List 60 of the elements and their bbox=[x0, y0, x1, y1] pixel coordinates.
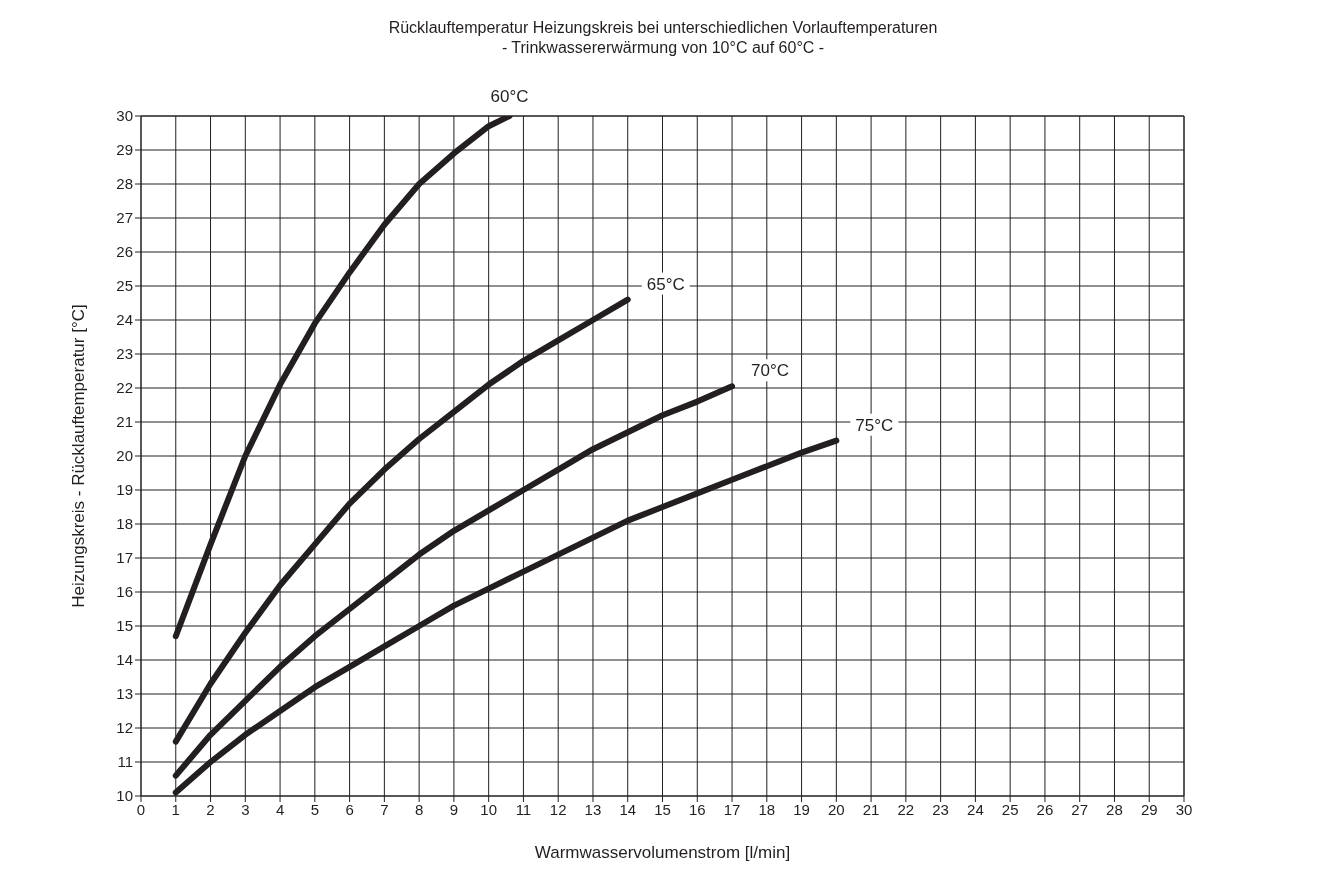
x-tick-label: 9 bbox=[449, 800, 459, 818]
y-tick-label: 27 bbox=[116, 209, 133, 227]
chart-title: Rücklauftemperatur Heizungskreis bei unterschiedlichen Vorlauftemperaturen bbox=[387, 18, 939, 38]
series-label: 65°C bbox=[646, 274, 685, 294]
x-tick-label: 29 bbox=[1140, 800, 1158, 818]
x-tick-label: 19 bbox=[793, 800, 810, 818]
series-label: 75°C bbox=[855, 415, 894, 435]
x-axis-title: Warmwasservolumenstrom [l/min] bbox=[534, 843, 791, 862]
y-tick-label: 28 bbox=[116, 175, 133, 193]
y-tick-label: 29 bbox=[116, 141, 133, 159]
x-tick-label: 23 bbox=[932, 800, 949, 818]
chart-subtitle: - Trinkwassererwärmung von 10°C auf 60°C - bbox=[500, 38, 826, 58]
y-tick-label: 26 bbox=[116, 243, 133, 261]
x-tick-label: 30 bbox=[1175, 800, 1193, 818]
y-tick-label: 25 bbox=[116, 277, 133, 295]
y-tick-label: 15 bbox=[116, 617, 133, 635]
x-tick-label: 20 bbox=[827, 800, 845, 818]
x-tick-label: 15 bbox=[654, 800, 671, 818]
x-tick-label: 22 bbox=[897, 800, 915, 818]
y-tick-label: 23 bbox=[116, 345, 133, 363]
x-tick-label: 16 bbox=[688, 800, 706, 818]
series-label: 60°C bbox=[490, 87, 529, 106]
x-tick-label: 12 bbox=[549, 800, 567, 818]
x-tick-label: 1 bbox=[171, 800, 180, 818]
x-tick-label: 17 bbox=[723, 800, 741, 818]
series-label: 70°C bbox=[751, 361, 790, 381]
x-tick-label: 7 bbox=[380, 800, 389, 818]
x-tick-label: 11 bbox=[515, 800, 532, 818]
x-tick-label: 25 bbox=[1001, 800, 1019, 818]
y-tick-label: 17 bbox=[116, 549, 133, 567]
y-tick-label: 11 bbox=[117, 753, 133, 771]
x-tick-label: 26 bbox=[1036, 800, 1054, 818]
y-tick-label: 13 bbox=[116, 685, 133, 703]
y-tick-label: 12 bbox=[116, 719, 133, 737]
y-tick-label: 16 bbox=[116, 583, 133, 601]
x-tick-label: 5 bbox=[310, 800, 320, 818]
y-tick-label: 21 bbox=[116, 413, 133, 431]
x-tick-label: 27 bbox=[1071, 800, 1089, 818]
x-tick-label: 21 bbox=[862, 800, 880, 818]
x-tick-label: 4 bbox=[275, 800, 285, 818]
x-tick-label: 10 bbox=[480, 800, 498, 818]
x-tick-label: 14 bbox=[619, 800, 637, 818]
y-tick-label: 20 bbox=[116, 447, 133, 465]
y-tick-label: 10 bbox=[116, 787, 133, 805]
x-tick-label: 0 bbox=[136, 800, 146, 818]
y-tick-label: 22 bbox=[116, 379, 133, 397]
y-axis-title: Heizungskreis - Rücklauftemperatur [°C] bbox=[69, 304, 89, 608]
y-tick-label: 30 bbox=[116, 107, 133, 125]
x-tick-label: 18 bbox=[758, 800, 776, 818]
x-tick-label: 6 bbox=[345, 800, 354, 818]
y-tick-label: 14 bbox=[116, 651, 133, 669]
x-tick-label: 8 bbox=[414, 800, 424, 818]
y-tick-label: 24 bbox=[116, 311, 133, 329]
x-tick-label: 24 bbox=[967, 800, 984, 818]
y-tick-label: 19 bbox=[116, 481, 133, 499]
y-tick-label: 18 bbox=[116, 515, 133, 533]
x-tick-label: 2 bbox=[206, 800, 215, 818]
x-tick-label: 3 bbox=[241, 800, 250, 818]
x-tick-label: 28 bbox=[1106, 800, 1123, 818]
x-tick-label: 13 bbox=[584, 800, 602, 818]
